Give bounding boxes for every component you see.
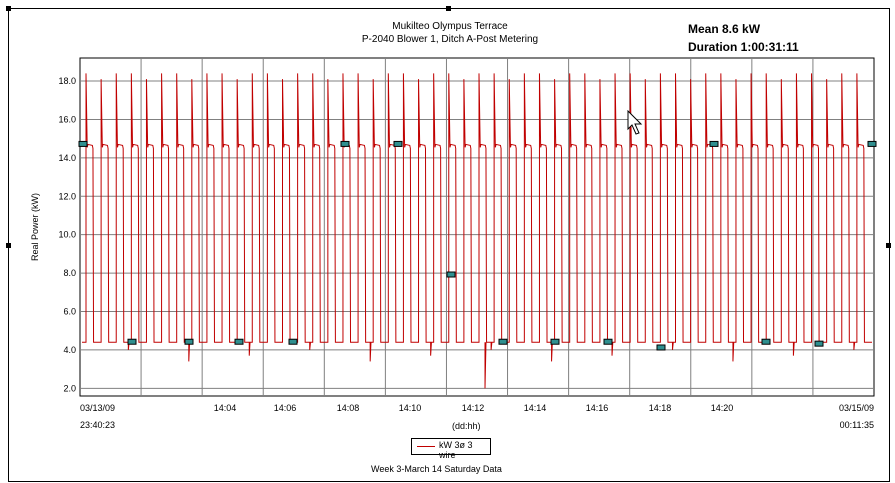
data-marker <box>550 338 560 345</box>
y-axis-label: Real Power (kW) <box>30 193 40 261</box>
data-marker <box>709 140 719 147</box>
legend-swatch <box>417 446 435 447</box>
data-marker <box>393 140 403 147</box>
y-tick-label: 2.0 <box>63 383 76 393</box>
y-tick-label: 14.0 <box>58 153 76 163</box>
data-marker <box>184 338 194 345</box>
selection-handle[interactable] <box>6 6 11 11</box>
y-tick-label: 6.0 <box>63 307 76 317</box>
x-tick-label: 14:16 <box>586 403 609 413</box>
selection-handle[interactable] <box>886 243 891 248</box>
mean-value: Mean 8.6 kW <box>688 22 761 36</box>
x-tick-label: 14:18 <box>649 403 672 413</box>
selection-handle[interactable] <box>6 243 11 248</box>
data-marker <box>814 340 824 347</box>
y-tick-label: 8.0 <box>63 268 76 278</box>
y-tick-label: 10.0 <box>58 230 76 240</box>
data-marker <box>761 338 771 345</box>
y-tick-label: 18.0 <box>58 76 76 86</box>
data-marker <box>234 338 244 345</box>
data-marker <box>867 140 877 147</box>
x-tick-label: 14:10 <box>399 403 422 413</box>
data-marker <box>656 344 666 351</box>
x-end-date-label: 03/15/09 <box>839 403 874 413</box>
data-marker <box>498 338 508 345</box>
x-tick-label: 14:14 <box>524 403 547 413</box>
plot-area <box>79 57 875 397</box>
x-tick-label: 14:12 <box>462 403 485 413</box>
data-marker <box>603 338 613 345</box>
data-marker <box>127 338 137 345</box>
legend: kW 3ø 3 wire <box>411 438 491 460</box>
x-tick-label: 14:08 <box>337 403 360 413</box>
y-tick-label: 16.0 <box>58 114 76 124</box>
chart-caption: Week 3-March 14 Saturday Data <box>371 464 502 474</box>
y-tick-label: 12.0 <box>58 191 76 201</box>
x-start-time-label: 23:40:23 <box>80 420 115 430</box>
x-start-date-label: 03/13/09 <box>80 403 115 413</box>
duration-value: Duration 1:00:31:11 <box>688 40 799 54</box>
data-marker <box>340 140 350 147</box>
legend-label: kW 3ø 3 wire <box>439 440 473 460</box>
x-end-time-label: 00:11:35 <box>840 420 874 430</box>
chart-title-line2: P-2040 Blower 1, Ditch A-Post Metering <box>361 34 539 45</box>
chart-title-line1: Mukilteo Olympus Terrace <box>392 21 508 32</box>
data-marker <box>446 271 456 278</box>
x-tick-label: 14:20 <box>711 403 734 413</box>
mouse-cursor-icon <box>627 110 643 135</box>
data-marker <box>78 140 88 147</box>
y-tick-label: 4.0 <box>63 345 76 355</box>
x-tick-label: 14:06 <box>274 403 297 413</box>
selection-handle[interactable] <box>446 6 451 11</box>
x-tick-label: 14:04 <box>214 403 237 413</box>
data-marker <box>288 338 298 345</box>
x-axis-label: (dd:hh) <box>452 421 481 431</box>
series-line <box>82 73 872 389</box>
